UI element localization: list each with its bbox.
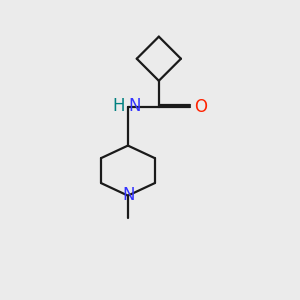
Text: N: N: [122, 186, 135, 204]
Text: N: N: [128, 98, 141, 116]
Text: O: O: [194, 98, 207, 116]
Text: H: H: [112, 98, 124, 116]
